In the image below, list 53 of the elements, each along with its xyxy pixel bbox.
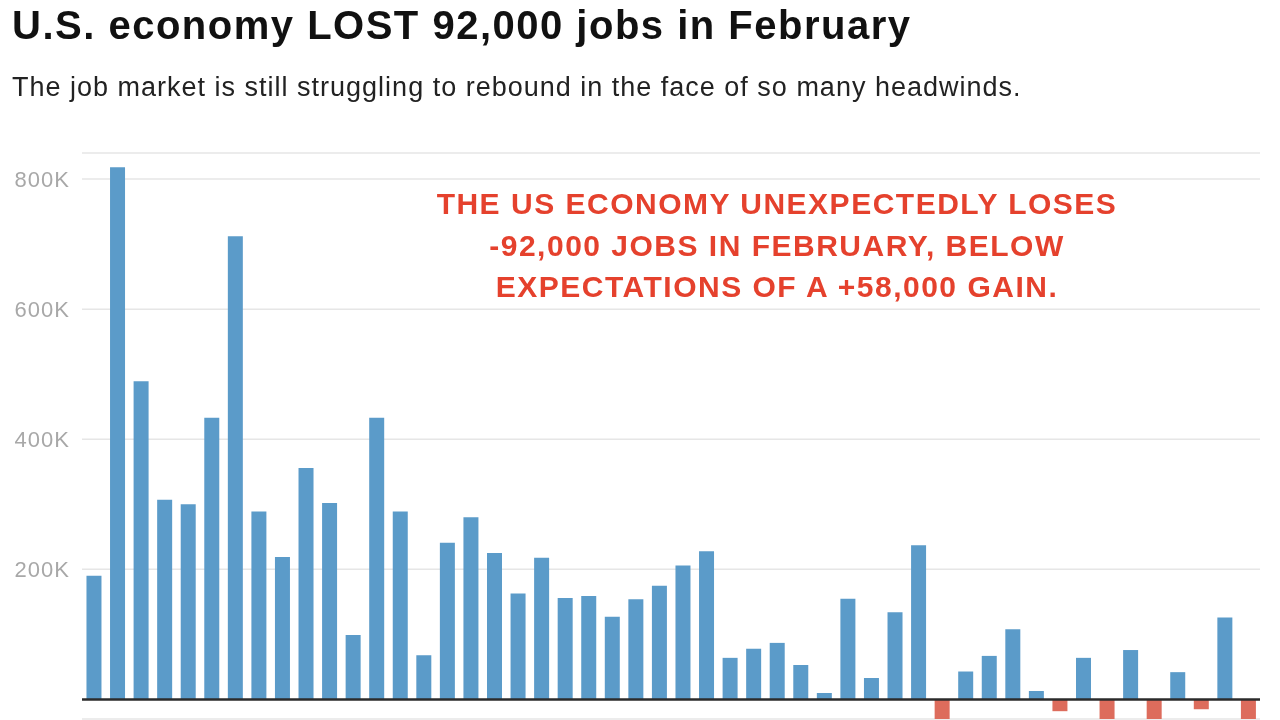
bar <box>204 417 220 700</box>
bar <box>746 648 762 700</box>
bar <box>487 553 502 700</box>
bar <box>274 557 290 700</box>
bar <box>227 236 243 700</box>
bar <box>1217 617 1233 700</box>
bar <box>651 585 667 700</box>
bar <box>581 596 597 700</box>
bar <box>298 467 314 700</box>
chart-subtitle: The job market is still struggling to rebound in the face of so many headwinds. <box>12 71 1022 103</box>
y-tick-label: 200K <box>14 557 70 583</box>
y-tick-label: 400K <box>14 427 70 453</box>
bar <box>981 655 997 700</box>
bar <box>110 167 126 700</box>
y-tick-label: 600K <box>14 296 70 322</box>
bar <box>1240 699 1256 719</box>
bar <box>628 599 644 700</box>
bar <box>1076 657 1091 700</box>
bar <box>557 597 573 700</box>
bar <box>86 575 102 700</box>
y-tick-label: 800K <box>14 166 70 192</box>
bar <box>180 504 196 700</box>
chart-title: U.S. economy LOST 92,000 jobs in February <box>12 2 912 49</box>
bar <box>934 699 950 719</box>
bar <box>911 545 927 700</box>
bar <box>369 417 385 700</box>
bar <box>510 593 526 700</box>
bar <box>675 565 691 700</box>
bar <box>1099 699 1115 719</box>
bar <box>463 517 479 700</box>
bar <box>722 657 738 700</box>
annotation: THE US ECONOMY UNEXPECTEDLY LOSES -92,000 JOBS IN FEBRUARY, BELOW EXPECTATIONS OF A +58,000 GAIN. <box>435 186 1119 305</box>
bar <box>863 678 879 700</box>
bar <box>1123 650 1139 700</box>
bar <box>840 598 856 700</box>
bar <box>534 557 550 700</box>
bar <box>1146 699 1162 719</box>
bar <box>345 635 361 700</box>
bar <box>392 511 408 700</box>
bar <box>793 665 809 700</box>
bar <box>769 642 785 700</box>
bar <box>604 616 620 700</box>
bar <box>416 655 432 700</box>
bar <box>251 511 267 700</box>
bar <box>1005 629 1021 700</box>
bar <box>157 499 173 700</box>
bar <box>887 612 903 700</box>
bar <box>699 551 715 700</box>
bar <box>322 503 338 700</box>
bar <box>439 542 455 700</box>
bar <box>958 671 974 700</box>
bar <box>1170 672 1186 700</box>
bar <box>133 381 149 700</box>
